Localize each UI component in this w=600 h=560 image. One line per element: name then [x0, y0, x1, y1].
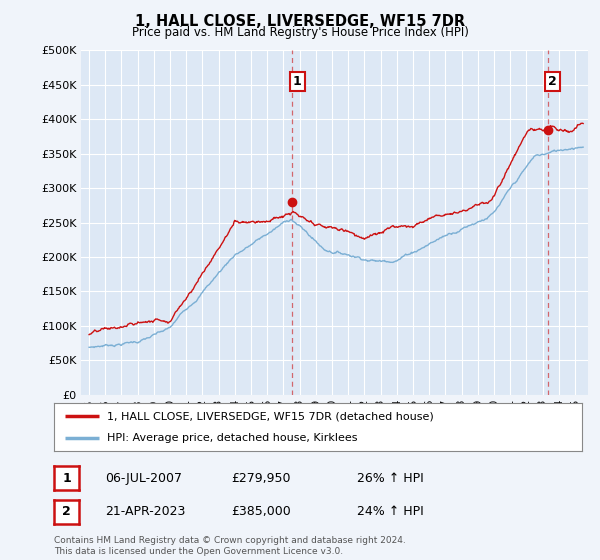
Text: 1, HALL CLOSE, LIVERSEDGE, WF15 7DR (detached house): 1, HALL CLOSE, LIVERSEDGE, WF15 7DR (det…	[107, 411, 434, 421]
Text: 1: 1	[62, 472, 71, 485]
Text: 21-APR-2023: 21-APR-2023	[105, 505, 185, 519]
Text: 2: 2	[62, 505, 71, 519]
Text: Price paid vs. HM Land Registry's House Price Index (HPI): Price paid vs. HM Land Registry's House …	[131, 26, 469, 39]
Text: 26% ↑ HPI: 26% ↑ HPI	[357, 472, 424, 485]
Text: 1, HALL CLOSE, LIVERSEDGE, WF15 7DR: 1, HALL CLOSE, LIVERSEDGE, WF15 7DR	[135, 14, 465, 29]
Text: £279,950: £279,950	[231, 472, 290, 485]
Text: 2: 2	[548, 75, 557, 88]
Text: 1: 1	[293, 75, 302, 88]
Text: Contains HM Land Registry data © Crown copyright and database right 2024.
This d: Contains HM Land Registry data © Crown c…	[54, 536, 406, 556]
Text: 24% ↑ HPI: 24% ↑ HPI	[357, 505, 424, 519]
Text: HPI: Average price, detached house, Kirklees: HPI: Average price, detached house, Kirk…	[107, 433, 358, 443]
Text: £385,000: £385,000	[231, 505, 291, 519]
Text: 06-JUL-2007: 06-JUL-2007	[105, 472, 182, 485]
